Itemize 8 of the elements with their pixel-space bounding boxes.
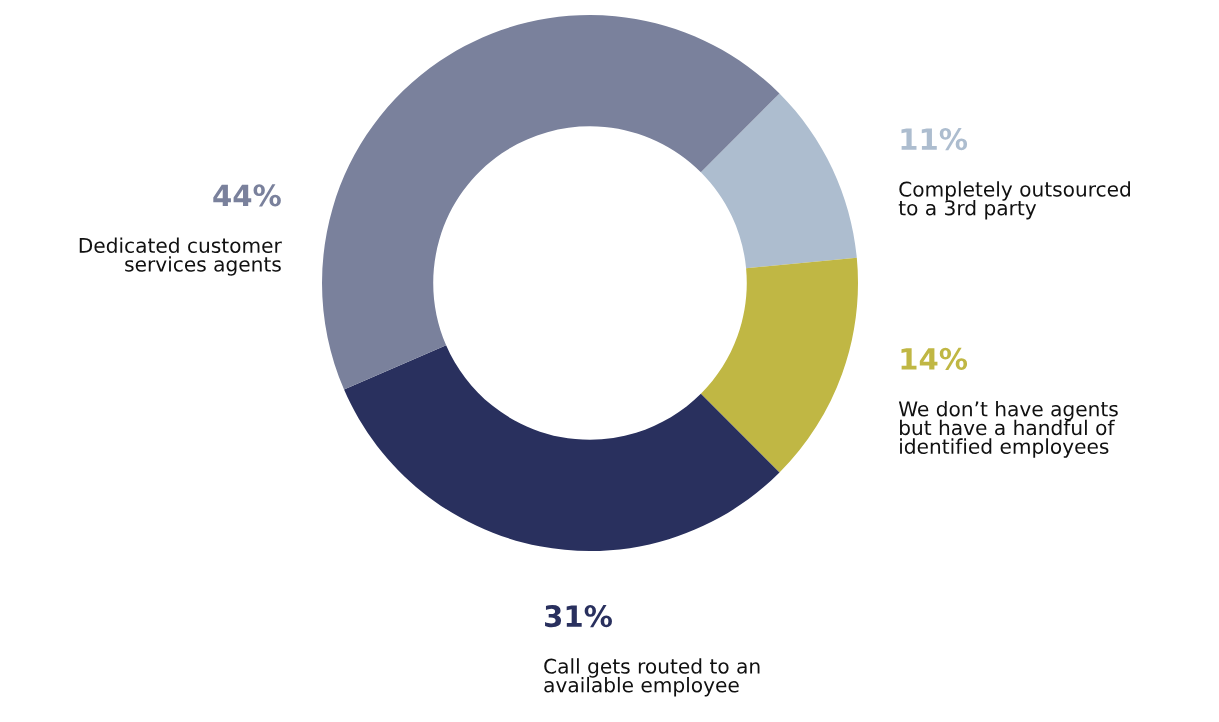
slice-label: Dedicated customer services agents: [79, 237, 282, 276]
data-label: 14%: [901, 347, 968, 370]
slice-label: Completely outsourced to a 3rd party: [898, 181, 1130, 220]
data-label: 44%: [213, 184, 281, 207]
slice-label: We don’t have agents but have a handful of identified employees: [898, 400, 1118, 458]
data-label: 11%: [901, 128, 968, 151]
data-label: 31%: [545, 605, 612, 628]
slice-label: Call gets routed to an available employee: [544, 658, 760, 697]
